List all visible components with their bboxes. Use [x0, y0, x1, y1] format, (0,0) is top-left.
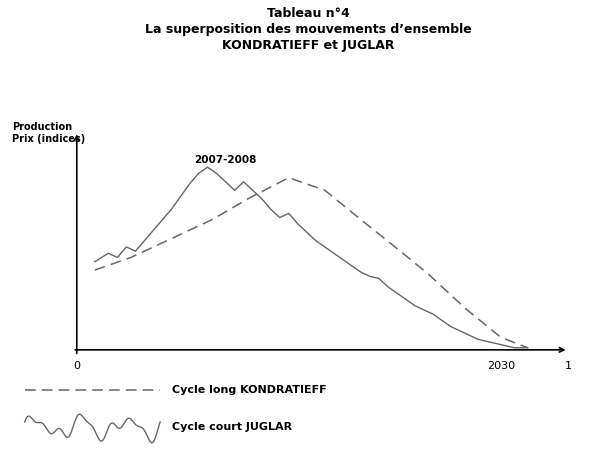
Text: Production: Production: [12, 122, 73, 133]
Text: 2030: 2030: [487, 361, 515, 371]
Text: Prix (indices): Prix (indices): [12, 134, 86, 144]
Text: La superposition des mouvements d’ensemble: La superposition des mouvements d’ensemb…: [145, 23, 471, 36]
Text: Tableau n°4: Tableau n°4: [267, 7, 349, 20]
Text: Cycle long KONDRATIEFF: Cycle long KONDRATIEFF: [172, 385, 327, 395]
Text: 2007-2008: 2007-2008: [194, 155, 256, 165]
Text: KONDRATIEFF et JUGLAR: KONDRATIEFF et JUGLAR: [222, 39, 394, 52]
Text: Cycle court JUGLAR: Cycle court JUGLAR: [172, 422, 293, 432]
Text: 1: 1: [565, 361, 572, 371]
Text: 0: 0: [73, 361, 80, 371]
